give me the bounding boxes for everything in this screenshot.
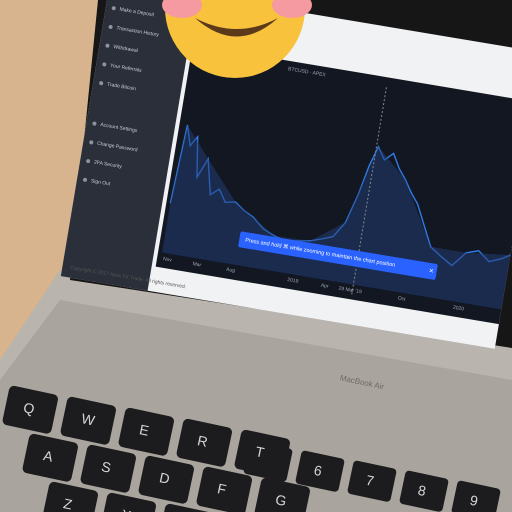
key-label: R — [196, 432, 209, 450]
key-label: G — [274, 491, 288, 509]
key-label: T — [254, 443, 266, 461]
emoji-mouth — [195, 18, 278, 37]
x-axis-label: Nov — [163, 256, 173, 263]
key — [196, 466, 252, 512]
sidebar-icon — [92, 121, 97, 126]
crosshair — [351, 87, 387, 295]
key-label: X — [120, 506, 133, 512]
tooltip — [238, 231, 438, 280]
sidebar-item[interactable]: Withdrawal — [113, 44, 138, 54]
x-axis-label: Apr — [320, 283, 329, 290]
key — [451, 480, 501, 512]
key — [80, 444, 136, 493]
sidebar-icon — [89, 140, 94, 145]
x-axis-label: 29 Mar '19 — [338, 286, 362, 296]
key — [347, 460, 397, 502]
emoji-cheek — [272, 0, 312, 18]
key-label: 8 — [417, 482, 428, 499]
sidebar-item[interactable]: Make a Deposit — [119, 7, 155, 19]
key — [254, 477, 310, 512]
tooltip-close[interactable]: ✕ — [428, 268, 434, 275]
key — [138, 455, 194, 504]
key-label: 9 — [469, 492, 480, 509]
key — [399, 470, 449, 512]
key — [2, 385, 58, 434]
key — [60, 396, 116, 445]
key — [295, 450, 345, 492]
key — [22, 433, 78, 482]
sidebar-icon — [86, 159, 91, 164]
x-axis-label: 2019 — [287, 277, 299, 285]
key-label: F — [216, 480, 228, 497]
key — [118, 407, 174, 456]
key-label: 6 — [313, 462, 324, 479]
key-label: D — [158, 469, 171, 487]
key-label: A — [42, 447, 55, 465]
emoji-cheek — [162, 0, 202, 18]
key-label: Q — [22, 399, 36, 417]
key-label: S — [100, 458, 112, 476]
sidebar-icon — [99, 81, 104, 86]
sidebar-item[interactable]: Trade Bitcoin — [107, 82, 137, 93]
sidebar — [60, 0, 198, 291]
sidebar-icon — [108, 24, 113, 29]
sidebar-icon — [105, 43, 110, 48]
x-axis-label: Mar — [192, 261, 202, 268]
key-label: Z — [62, 495, 74, 512]
sidebar-icon — [102, 62, 107, 67]
key — [100, 492, 156, 512]
key — [176, 418, 232, 467]
x-axis-label: 2020 — [452, 305, 464, 313]
key — [234, 429, 290, 478]
sidebar-item[interactable]: Your Referrals — [110, 63, 143, 74]
sidebar-icon — [83, 177, 88, 182]
sidebar-item[interactable]: 2FA Security — [94, 159, 123, 170]
key-label: E — [138, 421, 150, 439]
key-label: 7 — [365, 472, 376, 489]
emoji — [165, 0, 305, 78]
sidebar-item[interactable]: Sign Out — [90, 178, 111, 187]
key-label: W — [80, 410, 97, 429]
key — [42, 481, 98, 512]
sidebar-icon — [111, 6, 116, 11]
x-axis-label: Oct — [397, 295, 406, 302]
x-axis-label: Aug — [226, 267, 236, 274]
